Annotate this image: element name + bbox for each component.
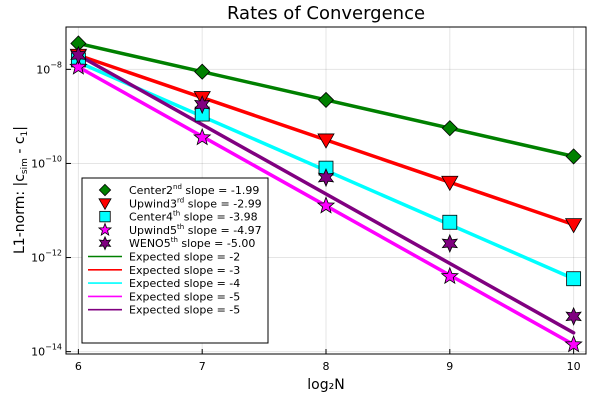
legend-label: Expected slope = -3 — [129, 264, 240, 277]
data-point — [565, 148, 582, 165]
data-point — [317, 168, 335, 188]
data-point — [442, 214, 458, 230]
legend-label: Expected slope = -4 — [129, 277, 240, 290]
data-point — [441, 233, 459, 253]
data-point — [564, 334, 583, 353]
data-point — [194, 63, 211, 80]
legend-label: Expected slope = -5 — [129, 290, 240, 303]
legend-label: Upwind5th slope = -4.97 — [129, 223, 262, 237]
legend-marker — [99, 210, 111, 223]
legend-marker — [98, 183, 112, 197]
data-point — [193, 95, 211, 115]
axes: 6 7 8 9 10 10−8 10−10 10−12 10−14 — [31, 60, 581, 373]
data-point — [70, 45, 87, 65]
y-tick-label: 10−12 — [31, 249, 62, 265]
y-axis-label: L1-norm: |csim - c1| — [12, 126, 30, 254]
legend-label: Center4th slope = -3.98 — [129, 210, 258, 224]
data-point — [566, 271, 582, 287]
data-point — [565, 306, 582, 326]
data-markers — [69, 35, 583, 353]
legend-label: Center2nd slope = -1.99 — [129, 183, 259, 197]
x-tick-label: 6 — [75, 360, 82, 373]
legend-label: Upwind3rd slope = -2.99 — [129, 196, 262, 210]
data-point — [69, 57, 88, 75]
legend-label: Expected slope = -5 — [129, 304, 240, 317]
data-point — [441, 175, 459, 192]
legend-marker — [98, 198, 112, 211]
x-tick-label: 7 — [199, 360, 206, 373]
data-point — [316, 196, 336, 214]
legend-label: Expected slope = -2 — [129, 251, 240, 264]
legend-marker — [98, 235, 112, 251]
fit-line — [76, 53, 576, 335]
data-point — [441, 120, 458, 137]
data-point — [564, 218, 583, 234]
data-point — [317, 91, 335, 108]
legend-box — [81, 177, 269, 344]
legend-label: WENO5th slope = -5.00 — [129, 236, 255, 250]
x-tick-label: 9 — [446, 360, 453, 373]
x-tick-label: 8 — [323, 360, 330, 373]
data-point — [440, 266, 459, 285]
data-point — [193, 127, 212, 146]
legend-marker — [97, 222, 113, 236]
chart-title: Rates of Convergence — [227, 3, 425, 24]
x-tick-label: 10 — [567, 360, 581, 373]
y-tick-label: 10−8 — [36, 60, 62, 76]
y-tick-label: 10−10 — [31, 154, 62, 170]
y-tick-label: 10−14 — [31, 343, 62, 359]
x-axis-label: log₂N — [307, 377, 344, 393]
data-point — [317, 133, 335, 149]
